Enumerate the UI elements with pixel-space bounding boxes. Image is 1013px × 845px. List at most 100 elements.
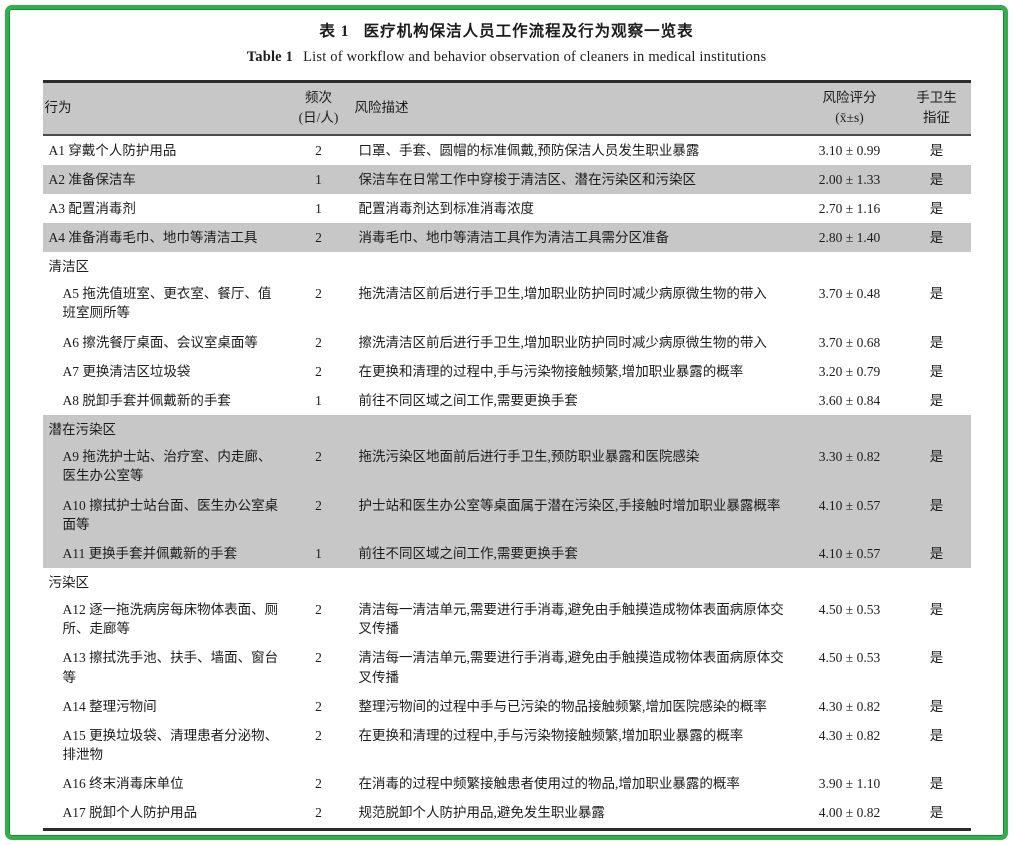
cell-behavior: A16 终末消毒床单位 [62, 776, 184, 792]
cell-freq: 2 [284, 222, 353, 253]
cell-freq: 1 [284, 164, 353, 194]
section-row: 潜在污染区 [42, 415, 971, 443]
table-header: 行为 频次 (日/人) 风险描述 风险评分 (x̄±s) 手卫生 指征 [42, 81, 971, 136]
cell-hand: 是 [902, 164, 971, 194]
cell-behavior: A1 穿戴个人防护用品 [48, 142, 177, 158]
cell-score: 3.70 ± 0.68 [818, 334, 881, 350]
cell-behavior: A9 拖洗护士站、治疗室、内走廊、医生办公室等 [42, 442, 285, 491]
cell-behavior: A13 擦拭洗手池、扶手、墙面、窗台等 [62, 650, 279, 685]
cell-desc: 在更换和清理的过程中,手与污染物接触频繁,增加职业暴露的概率 [358, 363, 744, 379]
cell-score: 3.20 ± 0.79 [818, 363, 881, 379]
cell-score: 4.10 ± 0.57 [796, 538, 903, 568]
cell-freq: 2 [315, 805, 322, 821]
col-header-behavior: 行为 [42, 81, 285, 136]
cell-freq: 2 [315, 602, 322, 618]
title-english: Table 1 List of workflow and behavior obs… [9, 49, 1004, 66]
header-row: 行为 频次 (日/人) 风险描述 风险评分 (x̄±s) 手卫生 指征 [42, 81, 971, 136]
table-row: A4 准备消毒毛巾、地巾等清洁工具 2 消毒毛巾、地巾等清洁工具作为清洁工具需分区准… [42, 222, 971, 253]
cell-behavior: A5 拖洗值班室、更衣室、餐厅、值班室厕所等 [62, 286, 272, 321]
cell-behavior: A8 脱卸手套并佩戴新的手套 [62, 392, 231, 408]
cell-desc: 拖洗污染区地面前后进行手卫生,预防职业暴露和医院感染 [352, 442, 797, 491]
cell-freq: 1 [315, 200, 322, 216]
title-chinese: 表 1 医疗机构保洁人员工作流程及行为观察一览表 [9, 19, 1004, 41]
cell-hand: 是 [929, 602, 944, 618]
cell-hand: 是 [929, 650, 944, 666]
table-row: A11 更换手套并佩戴新的手套 1 前往不同区域之间工作,需要更换手套 4.10 ± … [42, 538, 971, 568]
cell-score: 3.70 ± 0.48 [818, 286, 881, 302]
cell-desc: 擦洗清洁区前后进行手卫生,增加职业防护同时减少病原微生物的带入 [358, 334, 767, 350]
cell-score: 2.00 ± 1.33 [796, 164, 903, 194]
section-label: 清洁区 [48, 259, 90, 275]
col-header-risk-score: 风险评分 (x̄±s) [796, 81, 903, 136]
page-frame: 表 1 医疗机构保洁人员工作流程及行为观察一览表 Table 1 List of w… [5, 5, 1008, 840]
table-number-zh: 表 1 [319, 23, 350, 40]
cell-behavior: A14 整理污物间 [62, 698, 157, 714]
table-row: A12 逐一拖洗病房每床物体表面、厕所、走廊等 2 清洁每一清洁单元,需要进行手消毒… [43, 595, 971, 643]
cell-desc: 保洁车在日常工作中穿梭于清洁区、潜在污染区和污染区 [352, 164, 797, 194]
cell-freq: 2 [284, 490, 353, 539]
cell-freq: 2 [315, 142, 322, 158]
cell-desc: 整理污物间的过程中手与已污染的物品接触频繁,增加医院感染的概率 [358, 698, 767, 714]
cell-behavior: A6 擦洗餐厅桌面、会议室桌面等 [62, 334, 258, 350]
cell-desc: 护士站和医生办公室等桌面属于潜在污染区,手接触时增加职业暴露概率 [352, 490, 797, 539]
cell-hand: 是 [929, 698, 944, 714]
cell-hand: 是 [929, 727, 944, 743]
cell-score: 2.80 ± 1.40 [796, 222, 903, 253]
cell-hand: 是 [929, 363, 944, 379]
cell-desc: 在更换和清理的过程中,手与污染物接触频繁,增加职业暴露的概率 [358, 727, 744, 743]
col-header-frequency: 频次 (日/人) [284, 81, 353, 136]
cell-desc: 清洁每一清洁单元,需要进行手消毒,避免由手触摸造成物体表面病原体交叉传播 [358, 650, 784, 685]
cell-score: 3.30 ± 0.82 [796, 442, 903, 491]
table-row: A5 拖洗值班室、更衣室、餐厅、值班室厕所等 2 拖洗清洁区前后进行手卫生,增加职业… [43, 279, 971, 327]
cell-hand: 是 [929, 805, 944, 821]
cell-score: 3.10 ± 0.99 [818, 142, 881, 158]
table-row: A3 配置消毒剂 1 配置消毒剂达到标准消毒浓度 2.70 ± 1.16 是 [43, 194, 971, 223]
cell-behavior: A3 配置消毒剂 [48, 200, 136, 216]
cell-freq: 2 [315, 776, 322, 792]
cell-freq: 2 [315, 727, 322, 743]
cell-hand: 是 [902, 538, 971, 568]
table-title-en-text: List of workflow and behavior observatio… [303, 49, 767, 65]
section-row: 清洁区 [43, 252, 971, 279]
table-title-zh-text: 医疗机构保洁人员工作流程及行为观察一览表 [363, 23, 694, 40]
cell-desc: 前往不同区域之间工作,需要更换手套 [352, 538, 797, 568]
cell-score: 4.50 ± 0.53 [818, 650, 881, 666]
cell-behavior: A11 更换手套并佩戴新的手套 [42, 538, 285, 568]
col-header-hand-hygiene: 手卫生 指征 [902, 81, 971, 136]
cell-freq: 2 [315, 286, 322, 302]
table-row: A1 穿戴个人防护用品 2 口罩、手套、圆帽的标准佩戴,预防保洁人员发生职业暴露 3.… [43, 135, 971, 165]
cell-freq: 2 [315, 698, 322, 714]
cell-hand: 是 [929, 142, 944, 158]
cell-hand: 是 [929, 286, 944, 302]
cell-desc: 清洁每一清洁单元,需要进行手消毒,避免由手触摸造成物体表面病原体交叉传播 [358, 602, 784, 637]
cell-behavior: A17 脱卸个人防护用品 [62, 805, 198, 821]
cell-score: 2.70 ± 1.16 [818, 200, 881, 216]
table-number-en: Table 1 [246, 49, 294, 65]
table-row: A2 准备保洁车 1 保洁车在日常工作中穿梭于清洁区、潜在污染区和污染区 2.00 ±… [42, 164, 971, 194]
table-row: A16 终末消毒床单位 2 在消毒的过程中频繁接触患者使用过的物品,增加职业暴露的概… [43, 769, 971, 798]
cell-score: 4.00 ± 0.82 [818, 805, 881, 821]
cell-behavior: A2 准备保洁车 [42, 164, 285, 194]
cell-desc: 拖洗清洁区前后进行手卫生,增加职业防护同时减少病原微生物的带入 [358, 286, 767, 302]
cell-hand: 是 [902, 222, 971, 253]
table-row: A17 脱卸个人防护用品 2 规范脱卸个人防护用品,避免发生职业暴露 4.00 ± 0… [43, 798, 971, 829]
cell-freq: 1 [284, 538, 353, 568]
cell-score: 4.50 ± 0.53 [818, 602, 881, 618]
cell-behavior: A4 准备消毒毛巾、地巾等清洁工具 [42, 222, 285, 253]
table-row: A6 擦洗餐厅桌面、会议室桌面等 2 擦洗清洁区前后进行手卫生,增加职业防护同时减少… [43, 328, 971, 357]
cell-desc: 规范脱卸个人防护用品,避免发生职业暴露 [358, 805, 605, 821]
table-row: A10 擦拭护士站台面、医生办公室桌面等 2 护士站和医生办公室等桌面属于潜在污染区… [42, 490, 971, 539]
cell-score: 4.30 ± 0.82 [818, 698, 881, 714]
observation-table: 行为 频次 (日/人) 风险描述 风险评分 (x̄±s) 手卫生 指征 [42, 80, 971, 831]
cell-hand: 是 [929, 392, 944, 408]
cell-freq: 2 [315, 650, 322, 666]
cell-hand: 是 [929, 334, 944, 350]
cell-hand: 是 [929, 200, 944, 216]
cell-hand: 是 [902, 490, 971, 539]
cell-hand: 是 [929, 776, 944, 792]
cell-hand: 是 [902, 442, 971, 491]
cell-score: 3.60 ± 0.84 [818, 392, 881, 408]
cell-desc: 口罩、手套、圆帽的标准佩戴,预防保洁人员发生职业暴露 [358, 142, 700, 158]
cell-freq: 2 [315, 363, 322, 379]
cell-behavior: A15 更换垃圾袋、清理患者分泌物、排泄物 [62, 727, 279, 763]
